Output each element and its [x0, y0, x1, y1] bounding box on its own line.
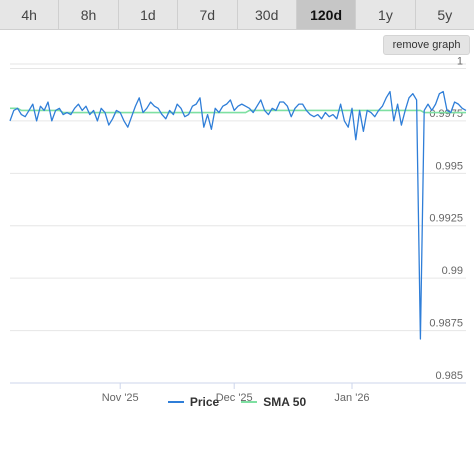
legend: Price SMA 50 [0, 392, 474, 412]
remove-graph-button[interactable]: remove graph [383, 35, 470, 55]
legend-swatch [241, 401, 258, 403]
y-axis-labels: 1 0.9975 0.995 0.9925 0.99 0.9875 0.985 [429, 55, 463, 382]
tab-5y[interactable]: 5y [415, 0, 474, 29]
tab-8h[interactable]: 8h [59, 0, 119, 29]
legend-swatch [167, 401, 184, 403]
x-tick-label: Jan '26 [334, 392, 369, 404]
tab-1d[interactable]: 1d [118, 0, 179, 29]
y-tick-label: 0.995 [435, 160, 463, 172]
legend-label: SMA 50 [263, 395, 307, 409]
series-lines [9, 90, 467, 340]
y-tick-label: 1 [457, 55, 463, 67]
legend-item-sma-50[interactable]: SMA 50 [241, 395, 306, 409]
legend-item-price[interactable]: Price [167, 395, 220, 409]
x-tick-label: Nov '25 [102, 392, 139, 404]
tab-7d[interactable]: 7d [178, 0, 238, 29]
y-tick-label: 0.9925 [429, 213, 463, 225]
y-tick-label: 0.985 [435, 370, 463, 382]
tab-120d[interactable]: 120d [296, 0, 357, 29]
tab-4h[interactable]: 4h [0, 0, 60, 29]
sma-50-series-line [10, 107, 466, 114]
tab-30d[interactable]: 30d [237, 0, 297, 29]
tab-1y[interactable]: 1y [356, 0, 416, 29]
timeframe-tabs: 4h 8h 1d 7d 30d 120d 1y 5y [0, 0, 474, 30]
y-tick-label: 0.99 [442, 265, 463, 277]
y-tick-label: 0.9975 [429, 108, 463, 120]
legend-label: Price [189, 395, 220, 409]
price-series-line [9, 90, 467, 340]
y-tick-label: 0.9875 [429, 318, 463, 330]
